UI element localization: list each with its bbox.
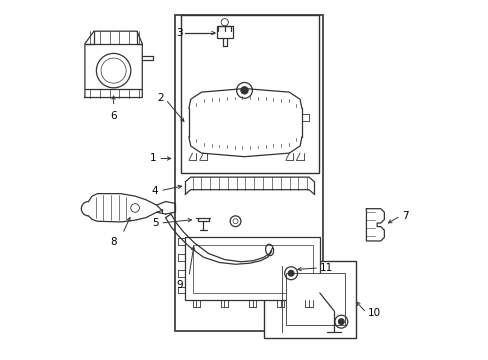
Bar [192, 244, 312, 293]
Text: 9: 9 [176, 280, 183, 291]
Bar [185, 237, 319, 300]
Text: 4: 4 [151, 186, 158, 196]
Circle shape [338, 319, 344, 324]
Text: 8: 8 [110, 237, 117, 247]
Bar [180, 15, 318, 173]
Bar [285, 273, 344, 325]
Text: 5: 5 [151, 218, 158, 228]
Text: 10: 10 [367, 308, 381, 318]
Circle shape [287, 270, 293, 276]
Text: 2: 2 [157, 93, 163, 103]
Bar [174, 15, 323, 330]
Bar [264, 261, 355, 338]
Text: 7: 7 [402, 211, 408, 221]
Circle shape [241, 87, 247, 94]
Text: 6: 6 [110, 111, 117, 121]
Text: 11: 11 [319, 263, 332, 273]
Bar [217, 26, 232, 39]
Text: 1: 1 [150, 153, 156, 163]
Text: 3: 3 [176, 28, 183, 38]
